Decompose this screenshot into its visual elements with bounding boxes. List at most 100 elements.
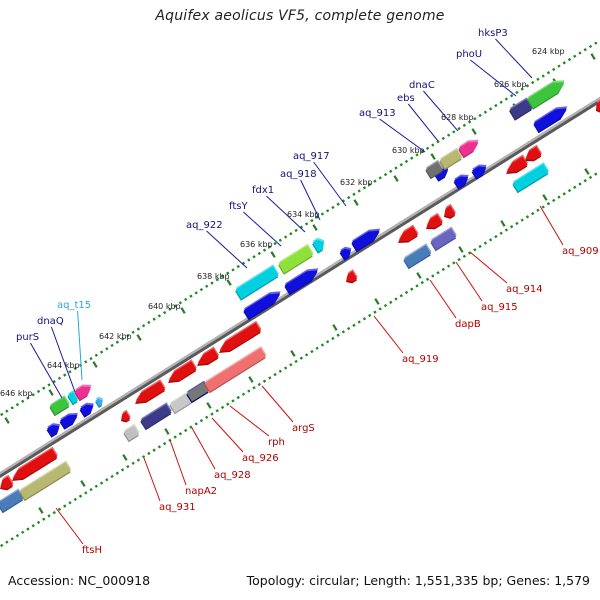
bottom-major-tick — [206, 402, 212, 409]
gene-label-aq_917[interactable]: aq_917 — [293, 151, 347, 207]
reverse-gene[interactable] — [444, 203, 456, 219]
reverse-gene[interactable] — [426, 212, 443, 230]
reverse-gene[interactable] — [506, 154, 529, 175]
reverse-gene[interactable] — [525, 144, 542, 162]
colored-gene[interactable] — [312, 237, 325, 254]
reverse-gene[interactable] — [596, 99, 600, 113]
colored-gene[interactable] — [235, 264, 280, 301]
bottom-major-tick — [458, 246, 464, 253]
forward-gene[interactable] — [471, 164, 487, 180]
gene-label-aq_926[interactable]: aq_926 — [211, 417, 279, 464]
svg-text:phoU: phoU — [456, 49, 482, 60]
colored-gene[interactable] — [123, 423, 140, 443]
forward-gene[interactable] — [243, 291, 281, 321]
colored-gene[interactable] — [509, 97, 533, 121]
kbp-label: 640 kbp — [148, 302, 181, 311]
gene-label-aq_928[interactable]: aq_928 — [191, 427, 251, 481]
kbp-label: 638 kbp — [197, 272, 230, 281]
svg-text:hksP3: hksP3 — [478, 28, 508, 39]
svg-text:napA2: napA2 — [185, 486, 217, 497]
gene-label-aq_919[interactable]: aq_919 — [373, 315, 439, 365]
svg-text:dapB: dapB — [455, 319, 481, 330]
colored-gene[interactable] — [19, 460, 72, 502]
colored-gene[interactable] — [74, 384, 92, 402]
gene-label-ftsY[interactable]: ftsY — [229, 201, 282, 247]
colored-gene[interactable] — [140, 402, 172, 431]
map-title: Aquifex aeolicus VF5, complete genome — [155, 8, 445, 24]
svg-text:aq_922: aq_922 — [186, 220, 223, 231]
colored-gene[interactable] — [527, 80, 565, 110]
forward-gene[interactable] — [59, 412, 79, 430]
gene-label-aq_918[interactable]: aq_918 — [280, 169, 321, 221]
forward-gene[interactable] — [351, 228, 381, 253]
gene-label-dnaC[interactable]: dnaC — [409, 80, 459, 132]
bottom-major-tick — [332, 324, 338, 331]
svg-text:aq_926: aq_926 — [242, 453, 279, 464]
bottom-major-tick — [542, 194, 548, 201]
gene-label-hksP3[interactable]: hksP3 — [478, 28, 533, 79]
gene-label-aq_t15[interactable]: aq_t15 — [57, 300, 91, 381]
kbp-label: 644 kbp — [47, 361, 80, 370]
colored-gene[interactable] — [0, 488, 24, 514]
colored-gene[interactable] — [425, 159, 444, 180]
gene-label-ftsH[interactable]: ftsH — [55, 507, 102, 556]
colored-gene[interactable] — [49, 395, 70, 417]
forward-gene[interactable] — [339, 246, 352, 261]
reverse-gene[interactable] — [398, 224, 419, 243]
reverse-gene[interactable] — [219, 320, 262, 353]
colored-gene[interactable] — [278, 243, 314, 275]
reverse-gene[interactable] — [197, 346, 220, 367]
svg-text:aq_931: aq_931 — [159, 502, 196, 513]
svg-text:dnaQ: dnaQ — [37, 316, 64, 327]
colored-gene[interactable] — [430, 226, 457, 252]
svg-text:ftsY: ftsY — [229, 201, 248, 212]
svg-text:aq_915: aq_915 — [481, 302, 518, 313]
gene-label-purS[interactable]: purS — [16, 332, 63, 399]
gene-label-napA2[interactable]: napA2 — [169, 439, 217, 497]
kbp-label: 646 kbp — [0, 389, 33, 398]
gene-label-aq_913[interactable]: aq_913 — [359, 108, 426, 153]
forward-gene[interactable] — [79, 402, 94, 418]
gene-label-ebs[interactable]: ebs — [397, 93, 439, 142]
colored-gene[interactable] — [458, 139, 479, 159]
gene-label-dapB[interactable]: dapB — [429, 279, 481, 330]
colored-gene[interactable] — [512, 162, 549, 194]
bottom-major-tick — [122, 454, 128, 461]
reverse-gene[interactable] — [0, 474, 14, 491]
reverse-gene[interactable] — [168, 359, 197, 383]
kbp-label: 624 kbp — [532, 47, 565, 56]
top-major-tick — [353, 199, 359, 206]
colored-gene[interactable] — [95, 396, 103, 408]
gene-label-aq_922[interactable]: aq_922 — [186, 220, 248, 269]
forward-gene[interactable] — [533, 106, 568, 134]
svg-text:aq_928: aq_928 — [214, 470, 251, 481]
svg-text:aq_913: aq_913 — [359, 108, 396, 119]
reverse-gene[interactable] — [121, 409, 131, 423]
gene-label-aq_931[interactable]: aq_931 — [143, 457, 196, 513]
gene-label-aq_915[interactable]: aq_915 — [455, 261, 518, 313]
colored-gene[interactable] — [439, 147, 463, 171]
gene-label-dnaQ[interactable]: dnaQ — [37, 316, 76, 393]
colored-gene[interactable] — [186, 380, 210, 404]
forward-gene[interactable] — [284, 268, 319, 296]
svg-text:rph: rph — [268, 437, 285, 448]
forward-gene[interactable] — [453, 174, 469, 190]
reverse-gene[interactable] — [346, 269, 358, 284]
gene-label-rph[interactable]: rph — [229, 405, 285, 448]
kbp-label: 626 kbp — [494, 80, 527, 89]
colored-gene[interactable] — [403, 243, 432, 270]
gene-label-aq_909[interactable]: aq_909 — [539, 205, 599, 257]
reverse-gene[interactable] — [135, 379, 166, 404]
colored-gene[interactable] — [169, 391, 193, 415]
gene-label-argS[interactable]: argS — [261, 385, 315, 434]
reverse-gene[interactable] — [12, 446, 58, 481]
gene-label-aq_914[interactable]: aq_914 — [469, 251, 543, 295]
forward-gene[interactable] — [46, 423, 60, 438]
top-major-tick — [312, 224, 318, 231]
gene-label-fdx1[interactable]: fdx1 — [252, 185, 306, 233]
gene-label-phoU[interactable]: phoU — [456, 49, 517, 97]
svg-text:ftsH: ftsH — [82, 545, 102, 556]
colored-gene[interactable] — [67, 390, 79, 406]
colored-gene[interactable] — [204, 346, 267, 394]
